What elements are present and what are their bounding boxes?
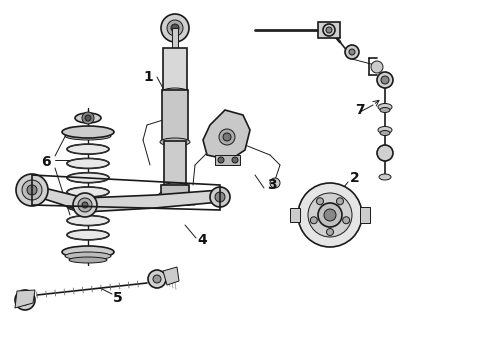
Circle shape bbox=[318, 203, 342, 227]
Ellipse shape bbox=[69, 257, 107, 263]
Ellipse shape bbox=[380, 108, 390, 112]
Ellipse shape bbox=[62, 126, 114, 138]
Ellipse shape bbox=[67, 187, 109, 197]
Polygon shape bbox=[32, 185, 220, 212]
Circle shape bbox=[82, 112, 94, 124]
Text: 4: 4 bbox=[197, 233, 207, 247]
Circle shape bbox=[82, 202, 88, 208]
Circle shape bbox=[324, 209, 336, 221]
Ellipse shape bbox=[379, 174, 391, 180]
Ellipse shape bbox=[75, 113, 101, 123]
Text: 5: 5 bbox=[113, 291, 123, 305]
Ellipse shape bbox=[62, 246, 114, 258]
Circle shape bbox=[219, 129, 235, 145]
Circle shape bbox=[85, 115, 91, 121]
Bar bbox=[163, 48, 187, 90]
Ellipse shape bbox=[67, 173, 109, 183]
Circle shape bbox=[223, 133, 231, 141]
Circle shape bbox=[232, 157, 238, 163]
Circle shape bbox=[210, 187, 230, 207]
Circle shape bbox=[161, 14, 189, 42]
Circle shape bbox=[326, 229, 334, 235]
Ellipse shape bbox=[162, 88, 188, 96]
Circle shape bbox=[218, 157, 224, 163]
Circle shape bbox=[310, 217, 318, 224]
Circle shape bbox=[308, 193, 352, 237]
Bar bbox=[290, 208, 300, 222]
Ellipse shape bbox=[378, 104, 392, 111]
Circle shape bbox=[153, 275, 161, 283]
Bar bbox=[162, 90, 188, 140]
Polygon shape bbox=[163, 267, 179, 285]
Ellipse shape bbox=[378, 126, 392, 134]
Circle shape bbox=[270, 178, 280, 188]
Text: 2: 2 bbox=[350, 171, 360, 185]
Polygon shape bbox=[189, 192, 195, 205]
Ellipse shape bbox=[380, 131, 390, 135]
Circle shape bbox=[323, 24, 335, 36]
Text: 6: 6 bbox=[41, 155, 51, 169]
Ellipse shape bbox=[67, 216, 109, 226]
Polygon shape bbox=[215, 155, 240, 165]
Circle shape bbox=[371, 61, 383, 73]
Text: 1: 1 bbox=[143, 70, 153, 84]
Circle shape bbox=[343, 217, 350, 224]
Bar bbox=[318, 22, 340, 38]
Circle shape bbox=[73, 193, 97, 217]
Bar bbox=[172, 28, 178, 50]
Ellipse shape bbox=[161, 183, 189, 191]
Ellipse shape bbox=[65, 252, 111, 260]
Ellipse shape bbox=[67, 158, 109, 168]
Circle shape bbox=[148, 270, 166, 288]
Circle shape bbox=[22, 180, 42, 200]
Circle shape bbox=[16, 174, 48, 206]
Bar bbox=[164, 141, 186, 185]
Circle shape bbox=[345, 45, 359, 59]
Circle shape bbox=[377, 145, 393, 161]
Ellipse shape bbox=[160, 138, 190, 146]
Circle shape bbox=[381, 76, 389, 84]
Circle shape bbox=[20, 295, 30, 305]
Ellipse shape bbox=[67, 230, 109, 240]
Circle shape bbox=[171, 24, 179, 32]
Polygon shape bbox=[155, 192, 161, 205]
Circle shape bbox=[326, 27, 332, 33]
Circle shape bbox=[15, 290, 35, 310]
Polygon shape bbox=[15, 290, 35, 308]
Ellipse shape bbox=[65, 132, 111, 140]
Polygon shape bbox=[203, 110, 250, 160]
Text: 7: 7 bbox=[355, 103, 365, 117]
Circle shape bbox=[215, 192, 225, 202]
Text: 3: 3 bbox=[267, 178, 277, 192]
Ellipse shape bbox=[67, 201, 109, 211]
Circle shape bbox=[167, 20, 183, 36]
Bar bbox=[360, 207, 370, 223]
Circle shape bbox=[298, 183, 362, 247]
Ellipse shape bbox=[67, 144, 109, 154]
Circle shape bbox=[27, 185, 37, 195]
Bar bbox=[161, 185, 189, 205]
Circle shape bbox=[349, 49, 355, 55]
Circle shape bbox=[337, 198, 343, 205]
Circle shape bbox=[78, 198, 92, 212]
Circle shape bbox=[377, 72, 393, 88]
Circle shape bbox=[317, 198, 323, 205]
